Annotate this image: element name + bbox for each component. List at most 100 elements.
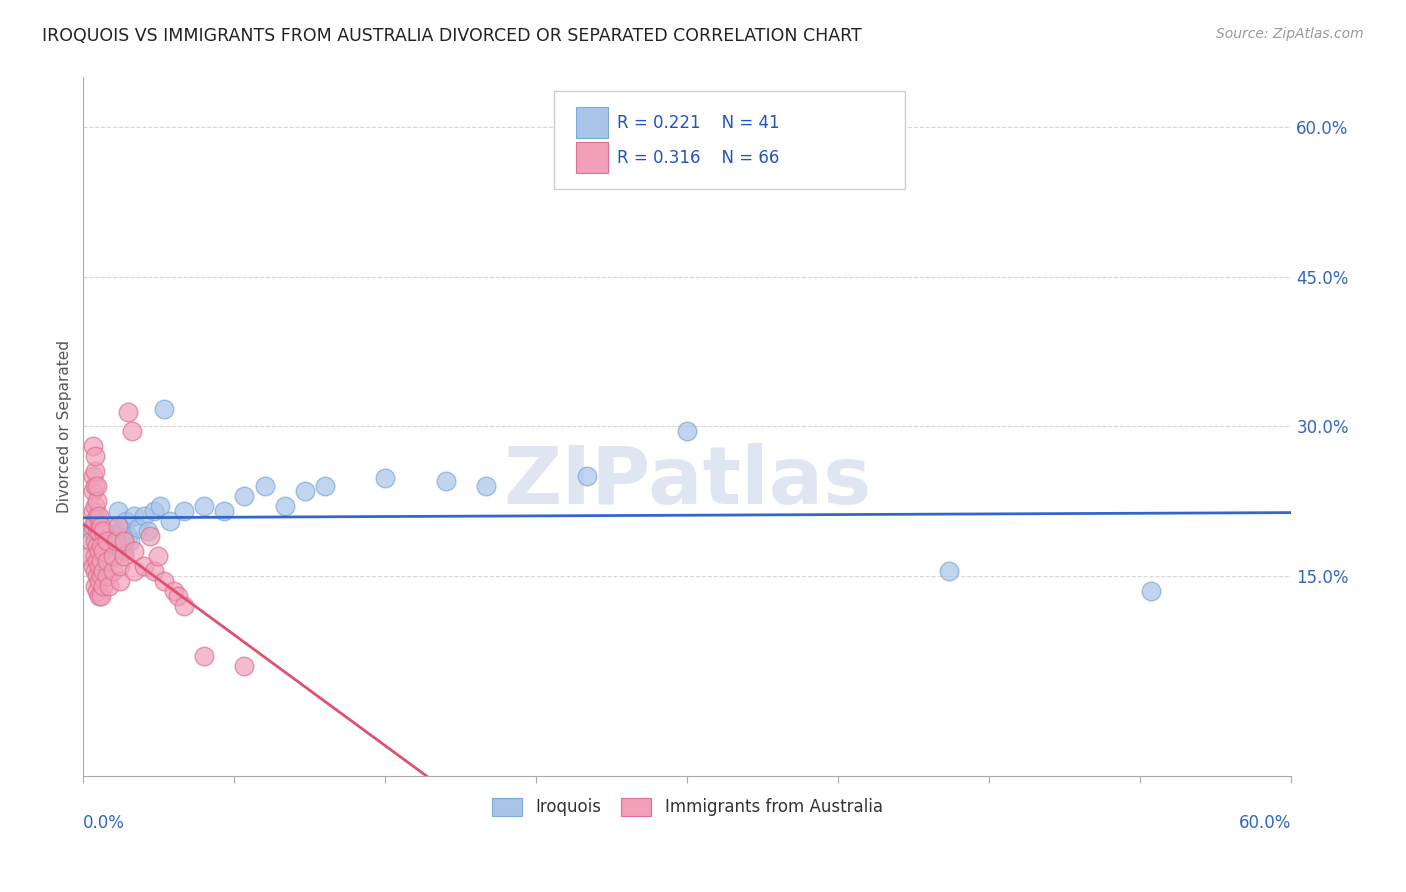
Point xyxy=(146,549,169,563)
Point xyxy=(122,564,145,578)
Point xyxy=(89,509,111,524)
Point xyxy=(84,464,107,478)
Point xyxy=(89,574,111,588)
Point xyxy=(434,475,457,489)
Point xyxy=(82,484,104,499)
Point xyxy=(676,425,699,439)
Point xyxy=(374,471,396,485)
Point xyxy=(98,579,121,593)
Point xyxy=(82,504,104,518)
Point xyxy=(159,514,181,528)
Point xyxy=(132,559,155,574)
Point xyxy=(93,534,115,549)
Point xyxy=(84,534,107,549)
Point xyxy=(122,544,145,558)
Point xyxy=(86,494,108,508)
Point xyxy=(100,541,122,556)
Point xyxy=(107,504,129,518)
Point xyxy=(98,534,121,549)
Point xyxy=(96,569,118,583)
Point xyxy=(1139,584,1161,599)
Point xyxy=(93,544,115,558)
Point xyxy=(167,589,190,603)
Point xyxy=(117,404,139,418)
Point xyxy=(121,425,143,439)
Point xyxy=(90,529,112,543)
Point xyxy=(107,519,129,533)
Point xyxy=(93,579,115,593)
Point xyxy=(233,489,256,503)
Point xyxy=(90,569,112,583)
Point xyxy=(153,401,176,416)
Point xyxy=(89,519,111,533)
Point xyxy=(90,539,112,553)
Text: ZIPatlas: ZIPatlas xyxy=(503,443,872,521)
Point xyxy=(82,439,104,453)
FancyBboxPatch shape xyxy=(576,107,607,138)
Point xyxy=(132,509,155,524)
Point xyxy=(93,524,115,539)
Point xyxy=(110,524,132,539)
Point xyxy=(173,504,195,518)
Point xyxy=(173,599,195,613)
Point xyxy=(86,534,108,549)
FancyBboxPatch shape xyxy=(554,91,905,189)
Point xyxy=(294,484,316,499)
Point xyxy=(575,469,598,483)
Text: R = 0.221    N = 41: R = 0.221 N = 41 xyxy=(617,114,780,132)
Point xyxy=(80,534,103,549)
FancyBboxPatch shape xyxy=(576,143,607,173)
Point xyxy=(82,519,104,533)
Point xyxy=(193,500,215,514)
Point xyxy=(112,549,135,563)
Point xyxy=(103,564,125,578)
Y-axis label: Divorced or Separated: Divorced or Separated xyxy=(58,340,72,513)
Point xyxy=(89,559,111,574)
Point xyxy=(82,469,104,483)
Point xyxy=(314,479,336,493)
Point xyxy=(84,479,107,493)
Point xyxy=(142,564,165,578)
Legend: Iroquois, Immigrants from Australia: Iroquois, Immigrants from Australia xyxy=(485,791,890,823)
Point xyxy=(93,544,115,558)
Text: R = 0.316    N = 66: R = 0.316 N = 66 xyxy=(617,149,780,167)
Point xyxy=(79,549,101,563)
Point xyxy=(90,589,112,603)
Point xyxy=(89,544,111,558)
Point xyxy=(193,648,215,663)
Point xyxy=(122,509,145,524)
Point xyxy=(84,579,107,593)
Point xyxy=(82,524,104,539)
Text: IROQUOIS VS IMMIGRANTS FROM AUSTRALIA DIVORCED OR SEPARATED CORRELATION CHART: IROQUOIS VS IMMIGRANTS FROM AUSTRALIA DI… xyxy=(42,27,862,45)
Point xyxy=(118,534,141,549)
Point xyxy=(86,539,108,553)
Text: 60.0%: 60.0% xyxy=(1239,814,1292,832)
Point xyxy=(84,450,107,464)
Point xyxy=(108,574,131,588)
Point xyxy=(84,514,107,528)
Point xyxy=(475,479,498,493)
Point xyxy=(153,574,176,588)
Point xyxy=(103,527,125,541)
Point xyxy=(104,534,127,549)
Point xyxy=(938,564,960,578)
Point xyxy=(117,529,139,543)
Point xyxy=(86,524,108,539)
Point xyxy=(104,539,127,553)
Point xyxy=(233,658,256,673)
Point xyxy=(273,500,295,514)
Point xyxy=(112,534,135,549)
Point xyxy=(86,554,108,568)
Point xyxy=(89,524,111,539)
Point xyxy=(90,519,112,533)
Point xyxy=(86,569,108,583)
Point xyxy=(96,554,118,568)
Point xyxy=(127,521,149,535)
Point xyxy=(82,559,104,574)
Point xyxy=(84,564,107,578)
Point xyxy=(163,584,186,599)
Point xyxy=(90,554,112,568)
Point xyxy=(149,500,172,514)
Point xyxy=(103,549,125,563)
Point xyxy=(84,549,107,563)
